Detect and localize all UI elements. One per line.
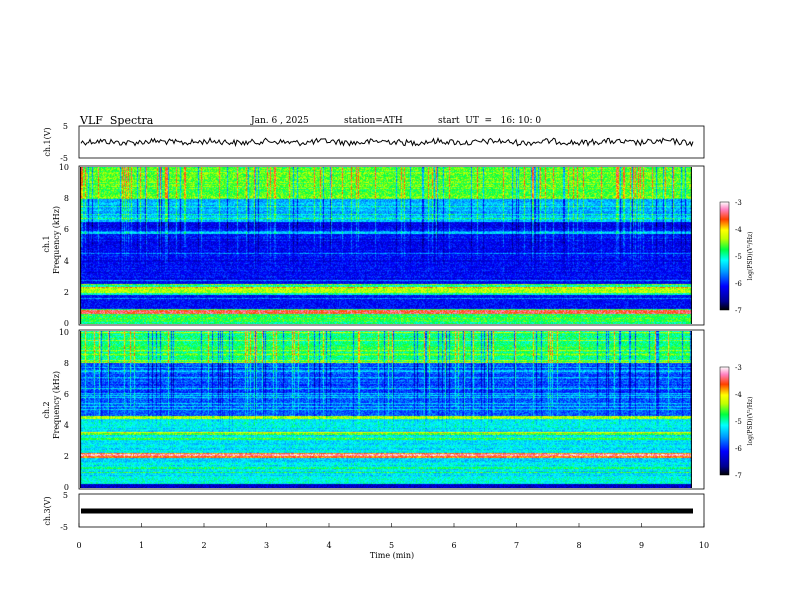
- ch2-cb-tick-m5: -5: [735, 418, 742, 426]
- ch1-colorbar: -3 -4 -5 -6 -7 log(PSD)(V²/Hz): [719, 199, 754, 315]
- time-axis-label: Time (min): [370, 551, 414, 560]
- time-tick-label: 10: [699, 541, 709, 550]
- ch1-spectrogram-frame: [78, 165, 705, 326]
- ch1-spectrogram-yticks: 0 2 4 6 8 10: [59, 163, 69, 328]
- ch2-cb-tick-m6: -6: [735, 445, 742, 453]
- time-tick-label: 2: [201, 541, 206, 550]
- time-tick-label: 7: [514, 541, 519, 550]
- ch2-spec-ytick-2: 2: [64, 452, 69, 461]
- ch1-spec-ytick-6: 6: [64, 225, 69, 234]
- time-tick-label: 8: [576, 541, 581, 550]
- ch2-spectrogram-frame: [78, 329, 705, 490]
- time-tick-label: 6: [451, 541, 456, 550]
- ch2-spec-ytick-6: 6: [64, 390, 69, 399]
- time-tick-label: 4: [326, 541, 331, 550]
- ch1-cb-tick-m7: -7: [735, 307, 742, 315]
- station-label: station=ATH: [344, 116, 403, 126]
- ch1-spec-ytick-4: 4: [64, 257, 69, 266]
- ch2-cb-tick-m4: -4: [735, 391, 742, 399]
- ch3-ytick-bottom: -5: [60, 523, 68, 532]
- ch2-spectrogram-yticks: 0 2 4 6 8 10: [59, 328, 69, 492]
- ch1-ytick-top: 5: [63, 122, 68, 131]
- ch1-waveform-line: [80, 136, 694, 148]
- ch2-spec-ytick-0: 0: [64, 483, 69, 492]
- time-axis-ticks: 0 1 2 3 4 5 6 7 8 9 10: [76, 523, 709, 550]
- figure-title: VLF Spectra: [80, 114, 154, 127]
- ch1-spectrogram-image: [80, 167, 692, 324]
- ch1-cb-tick-m6: -6: [735, 280, 742, 288]
- time-tick-label: 1: [139, 541, 144, 550]
- ch3-waveform-ylabel: ch.3(V): [43, 496, 52, 525]
- ch3-ytick-top: 5: [63, 491, 68, 500]
- ch1-spectrogram-panel: 0 2 4 6 8 10 Frequency (kHz) ch.1: [42, 163, 705, 328]
- ch2-spec-ytick-4: 4: [64, 421, 69, 430]
- ch2-channel-label: ch.2: [42, 401, 51, 418]
- time-tick-label: 3: [264, 541, 269, 550]
- time-tick-label: 5: [389, 541, 394, 550]
- ch1-waveform-ylabel: ch.1(V): [43, 127, 52, 156]
- ch1-spec-ytick-10: 10: [59, 163, 69, 172]
- ch2-spec-ytick-8: 8: [64, 359, 69, 368]
- ch1-cb-tick-m4: -4: [735, 226, 742, 234]
- time-tick-label: 9: [639, 541, 644, 550]
- ch1-spec-ytick-8: 8: [64, 194, 69, 203]
- ch2-colorbar: -3 -4 -5 -6 -7 log(PSD)(V²/Hz): [719, 364, 754, 480]
- start-time-label: start UT = 16: 10: 0: [438, 116, 542, 126]
- ch3-waveform-panel: 5 -5 ch.3(V) 0 1 2 3 4 5 6 7 8 9 10 Time (min): [43, 491, 709, 560]
- ch2-colorbar-label: log(PSD)(V²/Hz): [747, 397, 754, 446]
- ch1-spec-ytick-0: 0: [64, 319, 69, 328]
- ch1-spec-ytick-2: 2: [64, 288, 69, 297]
- ch1-colorbar-label: log(PSD)(V²/Hz): [747, 232, 754, 281]
- ch1-cb-tick-m3: -3: [735, 199, 742, 207]
- ch1-channel-label: ch.1: [42, 235, 51, 252]
- ch1-waveform-frame: [78, 125, 705, 159]
- ch2-cb-tick-m7: -7: [735, 472, 742, 480]
- ch1-waveform-panel: 5 -5 ch.1(V): [43, 122, 705, 163]
- ch1-cb-tick-m5: -5: [735, 253, 742, 261]
- ch2-spec-ytick-10: 10: [59, 328, 69, 337]
- ch1-ytick-bottom: -5: [60, 154, 68, 163]
- ch2-spectrogram-image: [80, 331, 692, 488]
- ch2-spectrogram-panel: 0 2 4 6 8 10 Frequency (kHz) ch.2: [42, 328, 705, 492]
- ch2-cb-tick-m3: -3: [735, 364, 742, 372]
- ch2-spectrogram-ylabel: Frequency (kHz): [52, 371, 61, 439]
- time-tick-label: 0: [76, 541, 81, 550]
- date-label: Jan. 6 , 2025: [251, 116, 309, 126]
- ch1-spectrogram-ylabel: Frequency (kHz): [52, 206, 61, 274]
- ch2-colorbar-bar: [719, 366, 730, 476]
- ch1-colorbar-bar: [719, 201, 730, 311]
